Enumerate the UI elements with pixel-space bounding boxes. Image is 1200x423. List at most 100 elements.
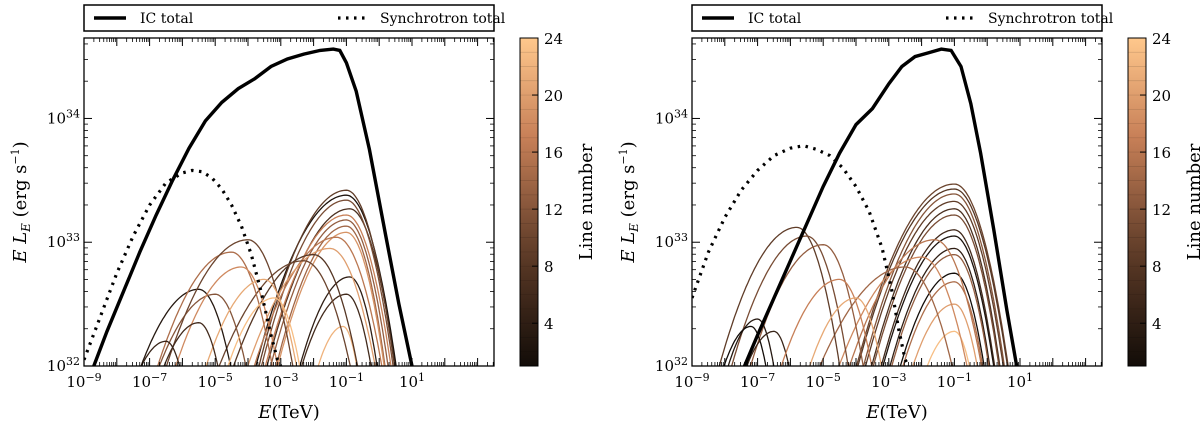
component-line-ic-8 xyxy=(857,188,1009,366)
component-line-ic-1 xyxy=(899,272,985,366)
x-tick-label: 10−1 xyxy=(937,371,972,391)
colorbar-tick-label: 20 xyxy=(544,87,563,105)
component-line-ic-9 xyxy=(258,189,396,366)
x-tick-label: 10−9 xyxy=(66,371,101,391)
component-line-ic-6 xyxy=(301,293,372,366)
legend-ic-label: IC total xyxy=(140,11,194,27)
y-axis-label: E LE (erg s−1) xyxy=(617,141,641,263)
colorbar-tick-label: 12 xyxy=(544,201,563,219)
component-line-ic-7 xyxy=(266,208,396,366)
component-line-ic-19 xyxy=(277,231,385,366)
component-line-sync-5 xyxy=(746,330,790,366)
panel-right: 10−9 10−7 10−5 10−3 10−1 101 1032 1033 1034 E(TeV… xyxy=(617,4,1200,423)
colorbar: 4 8 12 16 20 24 Line number xyxy=(1127,30,1200,367)
component-line-sync-21 xyxy=(809,297,883,366)
legend-synchrotron-label: Synchrotron total xyxy=(988,11,1114,27)
component-line-ic-11 xyxy=(260,199,394,366)
axes-frame xyxy=(691,37,1103,367)
y-tick-label: 1033 xyxy=(655,231,688,251)
legend: IC total Synchrotron total xyxy=(691,4,1114,32)
colorbar-tick-label: 20 xyxy=(1152,87,1171,105)
component-line-sync-6 xyxy=(163,322,219,366)
colorbar-tick-label: 16 xyxy=(1152,144,1171,162)
y-tick-label: 1032 xyxy=(655,355,688,375)
ic-total-line xyxy=(742,47,1019,366)
x-axis-label: E(TeV) xyxy=(257,402,319,423)
component-line-ic-17 xyxy=(264,214,392,366)
x-tick-label: 101 xyxy=(1007,371,1033,391)
component-line-sync-3 xyxy=(140,288,232,366)
synchrotron-total-line xyxy=(692,144,910,366)
component-line-sync-12 xyxy=(158,293,247,366)
component-line-ic-23 xyxy=(926,330,971,366)
legend-synchrotron-label: Synchrotron total xyxy=(380,11,506,27)
panel-left: 10−9 10−7 10−5 10−3 10−1 101 1032 1033 1034 E(TeV… xyxy=(9,4,597,423)
component-line-sync-13 xyxy=(749,244,864,366)
colorbar-tick-label: 8 xyxy=(544,258,554,276)
component-line-ic-4 xyxy=(889,247,991,366)
colorbar-tick-label: 24 xyxy=(544,30,563,48)
legend-box xyxy=(691,4,1103,32)
legend: IC total Synchrotron total xyxy=(83,4,506,32)
y-tick-label: 1033 xyxy=(47,231,80,251)
y-tick-label: 1032 xyxy=(47,355,80,375)
component-line-ic-16 xyxy=(848,239,983,366)
colorbar-frame xyxy=(1127,37,1147,367)
component-line-sync-15 xyxy=(157,251,273,366)
x-tick-label: 10−1 xyxy=(329,371,364,391)
x-tick-label: 10−7 xyxy=(740,371,775,391)
x-tick-label: 10−3 xyxy=(263,371,298,391)
legend-box xyxy=(83,4,495,32)
colorbar-tick-label: 24 xyxy=(1152,30,1171,48)
component-line-sync-17 xyxy=(780,278,873,366)
colorbar-fill xyxy=(1128,38,1146,366)
plot-area xyxy=(84,47,414,366)
x-tick-label: 101 xyxy=(399,371,425,391)
legend-ic-label: IC total xyxy=(748,11,802,27)
component-line-ic-20 xyxy=(912,303,978,366)
colorbar-tick-label: 12 xyxy=(1152,201,1171,219)
x-tick-label: 10−7 xyxy=(132,371,167,391)
colorbar-tick-label: 4 xyxy=(544,315,554,333)
colorbar: 4 8 12 16 20 24 Line number xyxy=(519,30,597,367)
colorbar-frame xyxy=(519,37,539,367)
component-line-ic-2 xyxy=(882,235,995,366)
colorbar-tick-label: 16 xyxy=(544,144,563,162)
component-line-ic-9 xyxy=(864,200,1004,366)
component-line-ic-7 xyxy=(871,208,1001,366)
synchrotron-total-line xyxy=(84,168,283,366)
x-axis-label: E(TeV) xyxy=(865,402,927,423)
x-tick-label: 10−5 xyxy=(806,371,841,391)
component-line-sync-3 xyxy=(727,318,775,366)
component-line-ic-12 xyxy=(862,193,1005,366)
component-line-ic-13 xyxy=(891,253,990,366)
component-line-sync-23 xyxy=(227,297,301,366)
x-tick-label: 10−9 xyxy=(674,371,709,391)
component-line-ic-15 xyxy=(902,281,984,366)
component-line-sync-5 xyxy=(140,340,181,366)
component-line-ic-10 xyxy=(218,260,351,366)
y-tick-label: 1034 xyxy=(47,107,80,127)
component-line-ic-18 xyxy=(838,256,968,366)
axes-frame xyxy=(83,37,495,367)
colorbar-tick-label: 4 xyxy=(1152,315,1162,333)
component-line-ic-11 xyxy=(872,214,1000,366)
component-line-ic-14 xyxy=(819,266,953,366)
component-line-ic-22 xyxy=(317,325,358,366)
x-tick-label: 10−3 xyxy=(871,371,906,391)
component-line-ic-13 xyxy=(270,219,389,366)
component-line-ic-20 xyxy=(247,247,376,366)
y-tick-label: 1034 xyxy=(655,107,688,127)
component-line-ic-10 xyxy=(855,183,1009,366)
y-axis-label: E LE (erg s−1) xyxy=(9,141,33,263)
component-line-ic-6 xyxy=(880,229,996,366)
x-tick-label: 10−5 xyxy=(198,371,233,391)
colorbar-label: Line number xyxy=(576,143,597,260)
colorbar-fill xyxy=(520,38,538,366)
ic-total-line xyxy=(92,47,414,366)
colorbar-label: Line number xyxy=(1184,143,1200,260)
colorbar-tick-label: 8 xyxy=(1152,258,1162,276)
plot-area xyxy=(692,47,1019,366)
component-line-sync-10 xyxy=(165,239,294,366)
